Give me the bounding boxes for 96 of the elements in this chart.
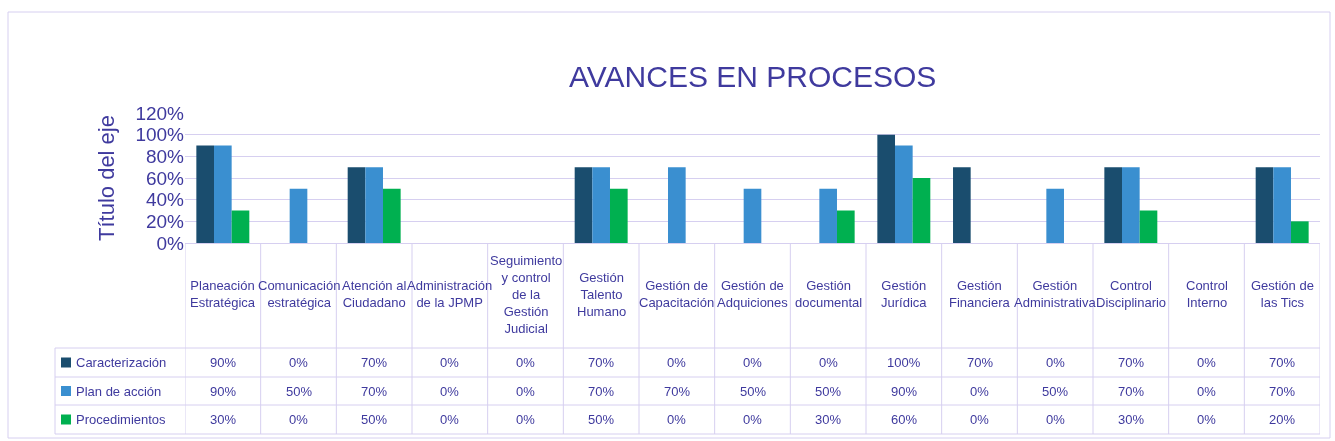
- bar: [382, 188, 401, 243]
- data-label: 0%: [289, 355, 309, 370]
- y-tick-label: 40%: [145, 189, 185, 211]
- bar: [1255, 167, 1274, 243]
- bar: [574, 167, 593, 243]
- data-label: 70%: [1118, 384, 1145, 399]
- x-tick-label: Comunicación estratégica: [258, 278, 341, 310]
- bar: [953, 167, 971, 243]
- bar: [592, 167, 610, 243]
- data-label: 50%: [588, 412, 615, 427]
- x-tick-label: Control Interno: [1186, 278, 1229, 310]
- data-label: 0%: [516, 355, 536, 370]
- bar: [836, 210, 855, 243]
- x-tick-label: Gestión documental: [795, 278, 863, 310]
- data-label: 0%: [440, 384, 460, 399]
- x-tick-label: Gestión de Capacitación: [639, 278, 715, 310]
- bar: [912, 178, 931, 243]
- bar: [1139, 210, 1158, 243]
- data-label: 60%: [891, 412, 918, 427]
- data-label: 0%: [440, 355, 460, 370]
- data-label: 0%: [289, 412, 309, 427]
- bar: [877, 134, 896, 243]
- bar: [365, 167, 383, 243]
- data-label: 50%: [1042, 384, 1069, 399]
- bar: [1273, 167, 1291, 243]
- data-label: 50%: [740, 384, 767, 399]
- data-label: 50%: [286, 384, 313, 399]
- data-label: 70%: [664, 384, 691, 399]
- data-label: 0%: [667, 355, 687, 370]
- data-label: 70%: [1269, 355, 1296, 370]
- bar: [231, 210, 250, 243]
- x-tick-label: Gestión de Adquiciones: [717, 278, 789, 310]
- x-tick-label: Planeación Estratégica: [190, 278, 256, 310]
- data-label: 70%: [361, 355, 388, 370]
- bar: [1122, 167, 1140, 243]
- data-label: 70%: [1118, 355, 1145, 370]
- data-label: 30%: [1118, 412, 1145, 427]
- data-label: 70%: [1269, 384, 1296, 399]
- bar: [196, 145, 215, 243]
- data-label: 0%: [1197, 355, 1217, 370]
- y-axis-title: Título del eje: [94, 115, 120, 241]
- data-label: 50%: [815, 384, 842, 399]
- data-label: 90%: [891, 384, 918, 399]
- bar: [1046, 188, 1064, 243]
- y-tick-label: 100%: [135, 124, 185, 146]
- legend-label: Procedimientos: [76, 412, 167, 427]
- data-label: 50%: [361, 412, 388, 427]
- bar: [347, 167, 366, 243]
- bar: [609, 188, 628, 243]
- bar: [743, 188, 762, 243]
- bar: [289, 188, 308, 243]
- data-label: 0%: [667, 412, 687, 427]
- y-tick-label: 60%: [145, 167, 185, 189]
- y-tick-label: 80%: [145, 145, 185, 167]
- bar: [819, 188, 837, 243]
- data-label: 30%: [210, 412, 237, 427]
- data-label: 70%: [967, 355, 994, 370]
- x-tick-label: Atención al Ciudadano: [342, 278, 407, 310]
- legend-label: Plan de acción: [76, 384, 162, 399]
- data-label: 0%: [743, 355, 763, 370]
- bar: [214, 145, 232, 243]
- data-label: 70%: [588, 384, 615, 399]
- data-label: 70%: [588, 355, 615, 370]
- data-label: 30%: [815, 412, 842, 427]
- bar: [1104, 167, 1123, 243]
- x-tick-label: Control Disciplinario: [1096, 278, 1167, 310]
- x-tick-label: Administración de la JPMP: [407, 278, 493, 310]
- x-tick-label: Gestión Jurídica: [881, 278, 928, 310]
- data-label: 0%: [743, 412, 763, 427]
- chart-title: AVANCES EN PROCESOS: [569, 60, 937, 93]
- x-tick-label: Gestión Administrativa: [1014, 278, 1097, 310]
- y-tick-label: 120%: [135, 102, 185, 124]
- data-label: 90%: [210, 355, 237, 370]
- data-label: 0%: [970, 384, 990, 399]
- y-tick-label: 0%: [156, 232, 185, 254]
- data-label: 20%: [1269, 412, 1296, 427]
- data-label: 100%: [887, 355, 921, 370]
- data-label: 0%: [440, 412, 460, 427]
- data-label: 0%: [1197, 412, 1217, 427]
- legend-label: Caracterización: [76, 355, 167, 370]
- data-label: 0%: [819, 355, 839, 370]
- data-label: 0%: [1046, 355, 1066, 370]
- data-label: 0%: [970, 412, 990, 427]
- data-label: 0%: [1197, 384, 1217, 399]
- data-label: 0%: [1046, 412, 1066, 427]
- x-tick-label: Gestión Talento Humano: [577, 270, 627, 319]
- data-label: 90%: [210, 384, 237, 399]
- x-tick-label: Gestión de las Tics: [1251, 278, 1314, 310]
- y-tick-label: 20%: [145, 210, 185, 232]
- data-label: 0%: [516, 412, 536, 427]
- bar: [668, 167, 686, 243]
- x-tick-label: Gestión Financiera: [949, 278, 1011, 310]
- data-label: 0%: [516, 384, 536, 399]
- data-label: 70%: [361, 384, 388, 399]
- bar: [895, 145, 913, 243]
- bar: [1290, 221, 1309, 243]
